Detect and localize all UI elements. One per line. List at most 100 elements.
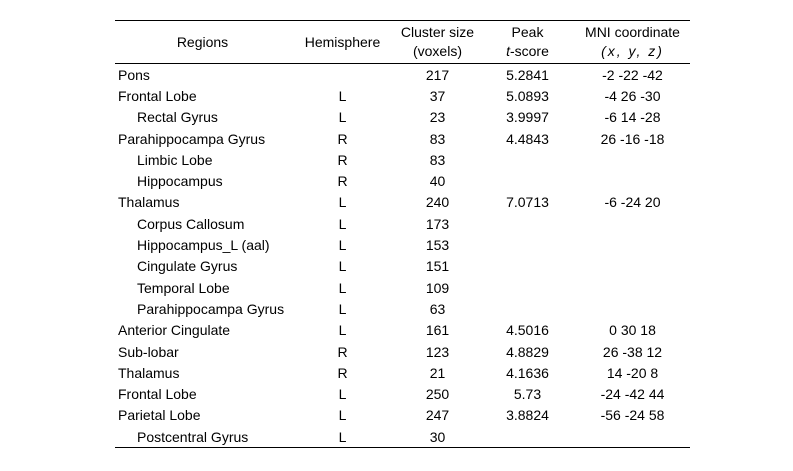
region-cell: Hippocampus xyxy=(137,173,223,190)
col-header-mni-coordinate: MNI coordinate (x, y, z) xyxy=(575,20,690,64)
cluster-size-cell: 40 xyxy=(429,173,446,190)
hemisphere-cell: L xyxy=(338,87,347,104)
peak-t-score-cell: 3.9997 xyxy=(506,109,549,126)
cluster-size-cell: 151 xyxy=(425,258,450,275)
cluster-size-cell: 161 xyxy=(425,322,450,339)
col-header-regions: Regions xyxy=(115,20,290,64)
mni-coordinate-cell: -6 -24 20 xyxy=(604,194,661,211)
mni-coordinate-cell: 14 -20 8 xyxy=(606,364,659,381)
peak-t-score-cell xyxy=(480,298,575,319)
results-table: Regions Hemisphere Cluster size (voxels)… xyxy=(115,20,690,449)
region-cell: Temporal Lobe xyxy=(137,279,230,296)
col-header-peak-line1: Peak xyxy=(511,24,544,40)
table-row: Temporal Lobe L 109 xyxy=(115,277,690,298)
hemisphere-cell: R xyxy=(337,151,348,168)
hemisphere-cell xyxy=(290,64,395,86)
hemisphere-cell: L xyxy=(338,300,347,317)
mni-coordinate-cell: -6 14 -28 xyxy=(604,109,661,126)
t-score-t: t xyxy=(506,43,510,59)
mni-coordinate-cell: 26 -16 -18 xyxy=(600,130,665,147)
mni-coordinate-cell xyxy=(575,277,690,298)
cluster-size-cell: 83 xyxy=(429,151,446,168)
peak-t-score-cell: 4.1636 xyxy=(506,364,549,381)
cluster-size-cell: 123 xyxy=(425,343,450,360)
peak-t-score-cell xyxy=(480,277,575,298)
peak-t-score-cell: 4.4843 xyxy=(506,130,549,147)
region-cell: Postcentral Gyrus xyxy=(137,428,249,445)
mni-coordinate-cell xyxy=(575,426,690,448)
region-cell: Thalamus xyxy=(118,194,180,211)
mni-coordinate-cell xyxy=(575,298,690,319)
region-cell: Thalamus xyxy=(118,364,180,381)
table-row: Hippocampus_L (aal) L 153 xyxy=(115,234,690,255)
hemisphere-cell: L xyxy=(338,407,347,424)
peak-t-score-cell: 5.0893 xyxy=(506,87,549,104)
table-row: Parahippocampa Gyrus R 83 4.4843 26 -16 … xyxy=(115,128,690,149)
col-header-cluster-size-line1: Cluster size xyxy=(400,24,475,40)
cluster-size-cell: 23 xyxy=(429,109,446,126)
hemisphere-cell: R xyxy=(337,130,348,147)
table-row: Thalamus L 240 7.0713 -6 -24 20 xyxy=(115,192,690,213)
mni-coordinate-cell xyxy=(575,170,690,191)
region-cell: Rectal Gyrus xyxy=(137,109,218,126)
hemisphere-cell: L xyxy=(338,386,347,403)
table-row: Pons 217 5.2841 -2 -22 -42 xyxy=(115,64,690,86)
table-body: Pons 217 5.2841 -2 -22 -42 Frontal Lobe … xyxy=(115,64,690,448)
mni-coordinate-cell xyxy=(575,149,690,170)
col-header-cluster-size-line2: (voxels) xyxy=(412,43,462,59)
table-row: Frontal Lobe L 37 5.0893 -4 26 -30 xyxy=(115,85,690,106)
mni-coordinate-cell xyxy=(575,213,690,234)
cluster-size-cell: 153 xyxy=(425,237,450,254)
mni-coordinate-cell: -4 26 -30 xyxy=(604,87,661,104)
region-cell: Parahippocampa Gyrus xyxy=(137,300,285,317)
hemisphere-cell: L xyxy=(338,109,347,126)
mni-coordinate-cell: 0 30 18 xyxy=(609,322,656,339)
region-cell: Parahippocampa Gyrus xyxy=(118,130,266,147)
table-row: Parietal Lobe L 247 3.8824 -56 -24 58 xyxy=(115,405,690,426)
cluster-size-cell: 250 xyxy=(425,386,450,403)
cluster-size-cell: 21 xyxy=(429,364,446,381)
region-cell: Sub-lobar xyxy=(118,343,179,360)
hemisphere-cell: R xyxy=(337,364,348,381)
hemisphere-cell: L xyxy=(338,428,347,445)
peak-t-score-cell: 3.8824 xyxy=(506,407,549,424)
region-cell: Frontal Lobe xyxy=(118,386,197,403)
peak-t-score-cell xyxy=(480,234,575,255)
mni-coordinate-cell: -24 -42 44 xyxy=(600,386,665,403)
hemisphere-cell: L xyxy=(338,194,347,211)
table-row: Corpus Callosum L 173 xyxy=(115,213,690,234)
table-row: Hippocampus R 40 xyxy=(115,170,690,191)
region-cell: Hippocampus_L (aal) xyxy=(137,237,270,254)
header-row: Regions Hemisphere Cluster size (voxels)… xyxy=(115,20,690,64)
cluster-size-cell: 63 xyxy=(429,300,446,317)
region-cell: Cingulate Gyrus xyxy=(137,258,238,275)
peak-t-score-cell xyxy=(480,256,575,277)
table-row: Postcentral Gyrus L 30 xyxy=(115,426,690,448)
cluster-size-cell: 173 xyxy=(425,215,450,232)
table-row: Sub-lobar R 123 4.8829 26 -38 12 xyxy=(115,341,690,362)
region-cell: Anterior Cingulate xyxy=(118,322,231,339)
peak-t-score-cell xyxy=(480,213,575,234)
peak-t-score-cell: 7.0713 xyxy=(506,194,549,211)
region-cell: Pons xyxy=(118,66,150,83)
col-header-peak-t-score: Peak t-score xyxy=(480,20,575,64)
table-row: Anterior Cingulate L 161 4.5016 0 30 18 xyxy=(115,320,690,341)
table-row: Frontal Lobe L 250 5.73 -24 -42 44 xyxy=(115,383,690,404)
mni-coordinate-cell: -2 -22 -42 xyxy=(602,66,663,83)
peak-t-score-cell: 5.2841 xyxy=(506,66,549,83)
cluster-size-cell: 83 xyxy=(429,130,446,147)
t-score-rest: -score xyxy=(509,43,549,59)
hemisphere-cell: R xyxy=(337,343,348,360)
col-header-cluster-size: Cluster size (voxels) xyxy=(395,20,480,64)
hemisphere-cell: R xyxy=(337,173,348,190)
table-row: Limbic Lobe R 83 xyxy=(115,149,690,170)
hemisphere-cell: L xyxy=(338,279,347,296)
cluster-size-cell: 109 xyxy=(425,279,450,296)
table-header: Regions Hemisphere Cluster size (voxels)… xyxy=(115,20,690,64)
peak-t-score-cell xyxy=(480,426,575,448)
region-cell: Parietal Lobe xyxy=(118,407,201,424)
region-cell: Limbic Lobe xyxy=(137,151,213,168)
mni-coordinate-cell: -56 -24 58 xyxy=(600,407,665,424)
hemisphere-cell: L xyxy=(338,322,347,339)
